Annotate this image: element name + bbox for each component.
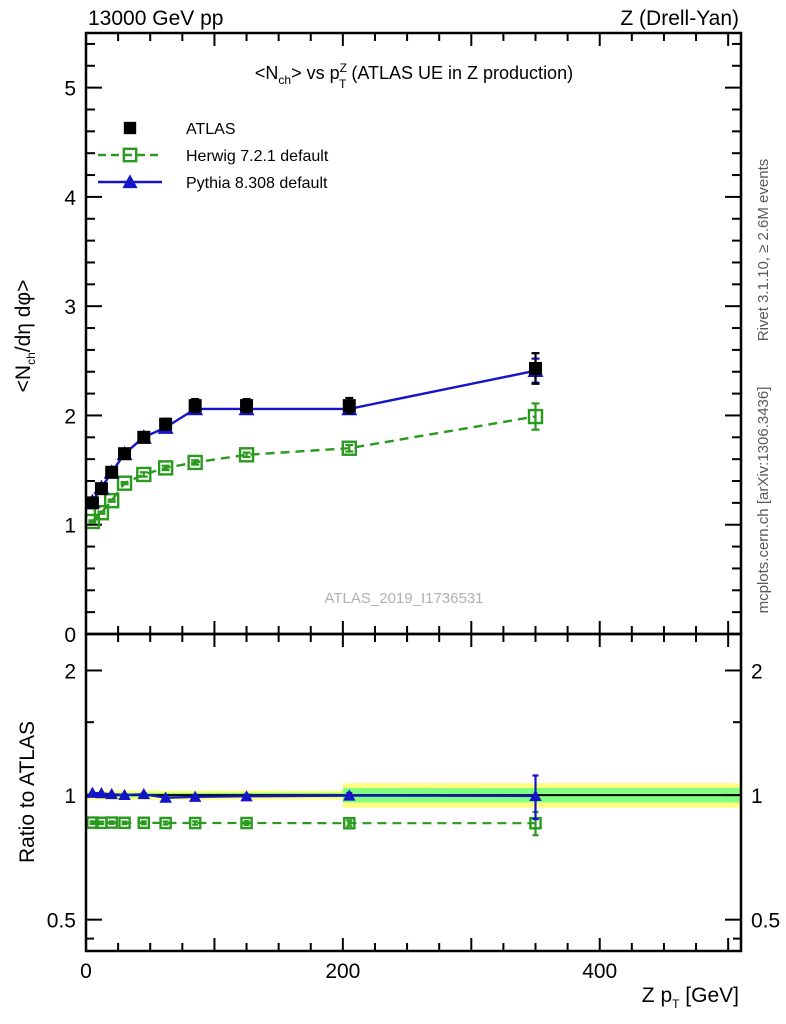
legend-label-1: Herwig 7.2.1 default [186,148,329,165]
main-marker-atlas [85,496,99,510]
ratio-marker-herwig [159,816,172,830]
x-tick-label: 400 [582,960,617,983]
main-marker-herwig [103,492,120,509]
ratio-panel-data [86,774,542,837]
main-line-pythia [91,369,536,503]
main-marker-herwig [157,460,174,476]
analysis-watermark: ATLAS_2019_I1736531 [324,590,483,607]
header-right: Z (Drell-Yan) [620,7,739,30]
ratio-marker-pythia [86,786,99,798]
side-label-rivet: Rivet 3.1.10, ≥ 2.6M events [755,159,772,342]
legend-label-2: Pythia 8.308 default [186,175,328,192]
ratio-y-tick-label-right: 2 [751,660,763,683]
title-part-2: > vs p [291,63,340,83]
ratio-marker-pythia [343,789,356,801]
title-sub-ch: ch [278,73,291,87]
ratio-marker-pythia [118,788,131,801]
ratio-y-tick-label-left: 2 [64,660,76,683]
main-marker-atlas [240,399,254,413]
main-marker-atlas [188,399,202,413]
ratio-marker-herwig [137,816,151,830]
ratio-y-tick-label-left: 1 [64,785,76,808]
ratio-marker-pythia [159,791,172,803]
header-left: 13000 GeV pp [88,7,223,30]
title-part-3: (ATLAS UE in Z production) [346,63,573,83]
main-panel-title: <Nch> vs pZ T (ATLAS UE in Z production) [255,61,573,91]
ratio-y-tick-label-right: 0.5 [751,910,780,933]
legend: ATLAS Herwig 7.2.1 default Pythia 8.308 de… [98,121,329,192]
ratio-y-tick-label-right: 1 [751,785,763,808]
ratio-y-axis-label: Ratio to ATLAS [16,721,39,863]
main-marker-herwig [116,475,133,491]
main-y-tick-label: 2 [64,405,76,428]
x-tick-label: 0 [80,960,92,983]
main-marker-herwig [341,440,357,456]
x-tick-label: 200 [325,960,360,983]
ratio-marker-pythia [188,790,202,802]
x-axis-label: Z pT [GeV] [642,984,739,1011]
main-marker-atlas [159,417,173,431]
ratio-marker-herwig [343,816,356,830]
ylabel-sub-ch: ch [24,352,38,365]
main-panel-data [84,352,544,530]
main-marker-herwig [527,408,544,425]
legend-marker-2 [122,174,138,189]
main-y-axis-label: <Nch/dη dφ> [12,280,38,393]
main-y-tick-label: 4 [64,187,76,210]
ylabel-part-1: <N [12,365,35,392]
ratio-marker-herwig [118,816,131,830]
main-marker-atlas [94,482,108,496]
xlabel-sub-t: T [672,997,680,1011]
ylabel-part-2: /dη dφ> [12,280,35,353]
ratio-marker-pythia [240,790,253,802]
main-y-tick-label: 5 [64,78,76,101]
ratio-line-herwig [92,821,536,825]
main-marker-atlas [137,430,151,444]
main-marker-atlas [105,465,119,479]
main-panel-ticks [85,33,741,635]
tick-labels: 0 1 2 3 4 5 0.5 0.5 1 1 2 2 0 200 400 [47,78,780,983]
ratio-marker-herwig [188,816,202,830]
ratio-marker-herwig [240,816,253,830]
main-marker-herwig [238,447,255,463]
main-y-tick-label: 1 [64,515,76,538]
main-y-tick-label: 0 [64,624,76,647]
main-marker-herwig [187,454,203,471]
main-marker-atlas [529,361,543,375]
main-marker-atlas [118,447,132,461]
title-sub-t: T [339,77,347,91]
legend-label-0: ATLAS [186,121,236,138]
main-y-tick-label: 3 [64,296,76,319]
ratio-panel-frame [84,632,743,953]
xlabel-part-2: [GeV] [679,984,739,1007]
title-sup-z: Z [340,61,347,75]
ratio-y-tick-label-left: 0.5 [47,910,76,933]
ratio-marker-pythia [529,789,542,801]
ratio-marker-pythia [95,787,108,799]
main-marker-atlas [342,399,356,413]
ratio-line-pythia [92,791,536,799]
ratio-marker-pythia [105,787,118,800]
side-label-mcplots: mcplots.cern.ch [arXiv:1306.3436] [755,387,772,614]
main-marker-herwig [93,505,110,521]
ratio-marker-herwig [105,816,118,829]
title-part-1: <N [255,63,279,83]
xlabel-part-1: Z p [642,984,672,1007]
ratio-marker-pythia [137,787,151,800]
main-marker-herwig [136,466,152,483]
legend-marker-1 [122,147,138,163]
legend-marker-0 [123,121,137,135]
